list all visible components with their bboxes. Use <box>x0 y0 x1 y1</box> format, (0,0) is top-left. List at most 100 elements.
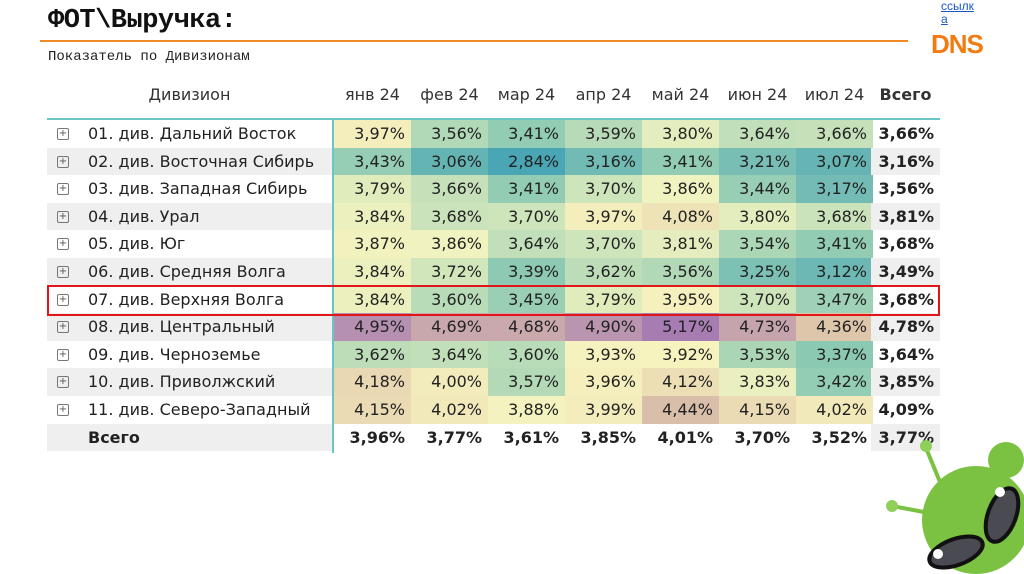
expand-plus-icon[interactable]: + <box>57 210 69 223</box>
value-cell: 3,97% <box>565 202 642 231</box>
expand-plus-icon[interactable]: + <box>57 321 69 334</box>
value-cell: 4,90% <box>565 313 642 341</box>
division-cell[interactable]: +06. див. Средняя Волга <box>47 258 332 286</box>
link-line-2[interactable]: а <box>941 12 948 26</box>
value-cell: 4,08% <box>642 202 719 231</box>
value-cell: 3,66% <box>796 120 873 148</box>
link[interactable]: ссылк а <box>941 0 981 26</box>
column-header[interactable]: июн 24 <box>727 85 788 104</box>
value-cell: 4,44% <box>642 396 719 424</box>
value-cell: 3,47% <box>796 285 873 314</box>
value-cell: 4,68% <box>488 313 565 341</box>
division-cell[interactable]: +11. див. Северо-Западный <box>47 396 332 424</box>
expand-plus-icon[interactable]: + <box>57 293 69 306</box>
table-row: +09. див. Черноземье 3,62% 3,64% 3,60% 3,93%… <box>47 340 940 369</box>
value-cell: 3,61% <box>503 427 559 447</box>
expand-plus-icon[interactable]: + <box>57 183 69 196</box>
total-cell: 4,78% <box>871 313 940 341</box>
value-cell: 3,68% <box>411 202 488 231</box>
slide-subtitle: Показатель по Дивизионам <box>48 49 250 65</box>
division-cell[interactable]: +05. див. Юг <box>47 230 332 258</box>
value-cell: 3,42% <box>796 368 873 396</box>
total-cell: 3,49% <box>871 258 940 286</box>
expand-plus-icon[interactable]: + <box>57 266 69 278</box>
table-row: +05. див. Юг 3,87% 3,86% 3,64% 3,70% 3,81% 3,5… <box>47 230 940 258</box>
division-cell[interactable]: +03. див. Западная Сибирь <box>47 175 332 203</box>
value-cell: 3,60% <box>411 285 488 314</box>
division-name: 02. див. Восточная Сибирь <box>88 151 315 171</box>
column-header[interactable]: янв 24 <box>345 85 400 104</box>
table-row: +01. див. Дальний Восток 3,97% 3,56% 3,41% 3… <box>47 120 940 148</box>
value-cell: 3,25% <box>719 258 796 286</box>
column-header[interactable]: Дивизион <box>148 85 231 104</box>
column-header[interactable]: мар 24 <box>497 85 556 104</box>
column-header[interactable]: Всего <box>879 85 932 104</box>
expand-plus-icon[interactable]: + <box>57 155 69 168</box>
value-cell: 3,70% <box>565 230 642 258</box>
column-header[interactable]: май 24 <box>651 85 710 104</box>
value-cell: 4,02% <box>796 396 873 424</box>
value-cell: 3,86% <box>642 175 719 203</box>
expand-plus-icon[interactable]: + <box>57 128 69 140</box>
title-divider <box>40 40 908 42</box>
slide-title: ФОТ\Выручка: <box>48 6 237 36</box>
expand-plus-icon[interactable]: + <box>57 348 69 361</box>
value-cell: 3,88% <box>488 396 565 424</box>
column-header[interactable]: июл 24 <box>804 85 865 104</box>
division-name: 08. див. Центральный <box>88 317 275 337</box>
expand-plus-icon[interactable]: + <box>57 404 69 416</box>
value-cell: 4,15% <box>334 396 411 424</box>
value-cell: 3,83% <box>719 368 796 396</box>
value-cell: 3,79% <box>334 175 411 203</box>
value-cell: 3,41% <box>488 120 565 148</box>
expand-plus-icon[interactable]: + <box>57 238 69 251</box>
expand-plus-icon[interactable]: + <box>57 376 69 389</box>
division-cell[interactable]: +01. див. Дальний Восток <box>47 120 332 148</box>
value-cell: 3,81% <box>642 230 719 258</box>
value-cell: 4,69% <box>411 313 488 341</box>
division-cell[interactable]: +02. див. Восточная Сибирь <box>47 147 332 176</box>
division-name: 07. див. Верхняя Волга <box>88 289 285 309</box>
division-name: 10. див. Приволжский <box>88 372 276 392</box>
value-cell: 3,66% <box>411 175 488 203</box>
value-cell: 3,62% <box>565 258 642 286</box>
value-cell: 3,70% <box>719 285 796 314</box>
division-cell[interactable]: +07. див. Верхняя Волга <box>47 286 332 314</box>
value-cell: 3,06% <box>411 147 488 176</box>
division-cell[interactable]: +09. див. Черноземье <box>47 341 332 369</box>
division-name: 06. див. Средняя Волга <box>88 262 286 281</box>
division-name: 03. див. Западная Сибирь <box>88 179 308 199</box>
division-name: Всего <box>88 427 140 447</box>
value-cell: 4,73% <box>719 313 796 341</box>
value-cell: 4,18% <box>334 368 411 396</box>
division-cell[interactable]: +04. див. Урал <box>47 202 332 231</box>
column-header[interactable]: апр 24 <box>575 85 632 104</box>
division-cell[interactable]: +08. див. Центральный <box>47 313 332 341</box>
value-cell: 3,45% <box>488 285 565 314</box>
value-cell: 3,64% <box>411 340 488 369</box>
value-cell: 3,70% <box>565 175 642 203</box>
value-cell: 3,95% <box>642 285 719 314</box>
value-cell: 3,99% <box>565 396 642 424</box>
division-cell[interactable]: +10. див. Приволжский <box>47 368 332 396</box>
table-row: +02. див. Восточная Сибирь 3,43% 3,06% 2,84… <box>47 147 940 176</box>
value-cell: 4,02% <box>411 396 488 424</box>
value-cell: 3,16% <box>565 147 642 176</box>
column-header[interactable]: фев 24 <box>420 85 479 104</box>
link-line-1[interactable]: ссылк <box>941 0 974 13</box>
table-row: +06. див. Средняя Волга 3,84% 3,72% 3,39% 3,… <box>47 258 940 286</box>
value-cell: 3,12% <box>796 258 873 286</box>
value-cell: 3,96% <box>349 427 405 447</box>
value-cell: 3,70% <box>488 202 565 231</box>
division-name: 04. див. Урал <box>88 206 200 226</box>
value-cell: 3,93% <box>565 340 642 369</box>
value-cell: 3,60% <box>488 340 565 369</box>
total-cell: 3,66% <box>878 124 934 143</box>
value-cell: 3,44% <box>719 175 796 203</box>
header-divider <box>47 118 940 120</box>
value-cell: 3,62% <box>334 340 411 369</box>
value-cell: 3,56% <box>411 120 488 148</box>
grand-total-row: Всего 3,96% 3,77% 3,61% 3,85% 4,01% 3,70% 3,52%… <box>47 423 940 452</box>
division-cell: Всего <box>47 423 332 452</box>
value-cell: 3,86% <box>411 230 488 258</box>
